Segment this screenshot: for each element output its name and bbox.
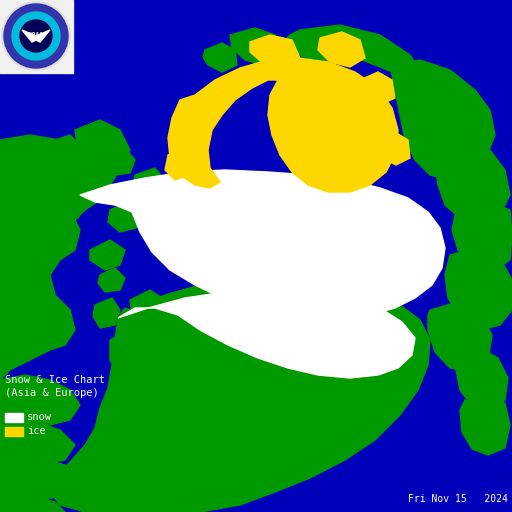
Polygon shape: [0, 415, 75, 465]
Polygon shape: [299, 38, 335, 68]
Polygon shape: [390, 60, 495, 180]
Polygon shape: [250, 35, 300, 68]
Polygon shape: [165, 148, 195, 180]
Polygon shape: [98, 268, 125, 292]
Polygon shape: [428, 302, 492, 372]
Polygon shape: [20, 248, 42, 272]
Polygon shape: [452, 200, 512, 270]
Polygon shape: [0, 135, 90, 380]
Bar: [5, 427, 23, 436]
Polygon shape: [203, 43, 237, 72]
Polygon shape: [0, 235, 28, 265]
Text: NOAA: NOAA: [29, 32, 44, 36]
Polygon shape: [153, 193, 180, 223]
Polygon shape: [52, 135, 80, 160]
Polygon shape: [435, 140, 510, 225]
Polygon shape: [22, 30, 50, 42]
Polygon shape: [50, 280, 430, 512]
Text: snow: snow: [27, 413, 52, 422]
Polygon shape: [378, 132, 410, 165]
Polygon shape: [110, 330, 155, 375]
Text: Fri Nov 15   2024: Fri Nov 15 2024: [408, 494, 508, 504]
Polygon shape: [445, 248, 512, 330]
Polygon shape: [108, 202, 140, 232]
Polygon shape: [456, 348, 508, 410]
Circle shape: [12, 12, 60, 60]
Bar: [5, 413, 23, 422]
Polygon shape: [358, 72, 395, 105]
Polygon shape: [80, 170, 445, 318]
Circle shape: [2, 2, 70, 70]
Polygon shape: [133, 168, 165, 198]
Polygon shape: [230, 28, 280, 65]
Polygon shape: [90, 240, 125, 270]
Text: Snow & Ice Chart: Snow & Ice Chart: [5, 375, 105, 385]
Polygon shape: [93, 298, 120, 328]
Polygon shape: [0, 375, 80, 425]
Circle shape: [4, 4, 68, 68]
Polygon shape: [130, 290, 168, 325]
Polygon shape: [318, 32, 365, 67]
Polygon shape: [30, 222, 65, 252]
Polygon shape: [15, 270, 45, 305]
Polygon shape: [70, 120, 130, 220]
Polygon shape: [253, 48, 292, 78]
Bar: [0, 0, 73, 73]
Polygon shape: [118, 290, 415, 378]
Polygon shape: [53, 193, 82, 221]
Polygon shape: [28, 145, 55, 168]
Circle shape: [20, 20, 52, 52]
Text: (Asia & Europe): (Asia & Europe): [5, 388, 99, 398]
Polygon shape: [280, 25, 420, 75]
Polygon shape: [168, 58, 398, 192]
Polygon shape: [0, 450, 80, 500]
Polygon shape: [460, 393, 510, 455]
Text: ice: ice: [27, 426, 46, 437]
Polygon shape: [0, 490, 65, 512]
Polygon shape: [108, 148, 135, 175]
